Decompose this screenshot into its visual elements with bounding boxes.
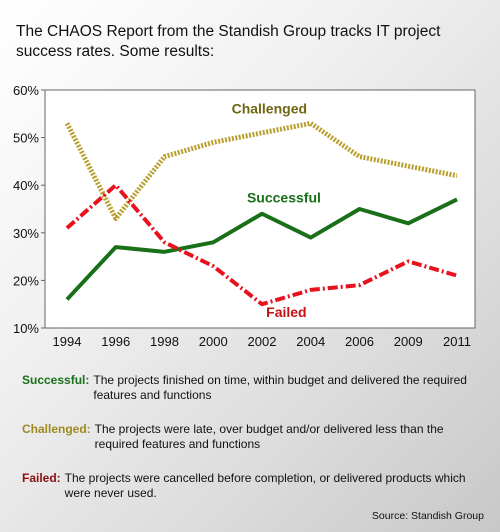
series-failed-line (65, 183, 458, 307)
legend-successful: Successful: The projects finished on tim… (22, 373, 482, 403)
legend-failed: Failed: The projects were cancelled befo… (22, 471, 482, 501)
legend-failed-label: Failed: (22, 471, 61, 485)
legend-challenged: Challenged: The projects were late, over… (22, 422, 482, 452)
series-challenged-label: Challenged (232, 100, 307, 116)
series-failed-label: Failed (266, 304, 306, 320)
x-tick-label: 2002 (248, 334, 277, 349)
chart-area: 10% 20% 30% 40% 50% 60% 1994 1996 1998 2000 2002 20… (0, 80, 500, 360)
source-note: Source: Standish Group (371, 510, 484, 522)
series-successful-line (65, 197, 458, 301)
legend-challenged-text: The projects were late, over budget and/… (94, 422, 444, 451)
line-chart: 10% 20% 30% 40% 50% 60% 1994 1996 1998 2000 2002 20… (13, 83, 476, 349)
x-tick-label: 2000 (199, 334, 228, 349)
y-tick-label: 30% (13, 226, 39, 241)
legend-successful-label: Successful: (22, 373, 90, 387)
x-tick-label: 1996 (101, 334, 130, 349)
y-tick-label: 50% (13, 131, 39, 146)
x-tick-label: 1994 (53, 334, 82, 349)
chart-title: The CHAOS Report from the Standish Group… (16, 23, 441, 60)
y-tick-label: 20% (13, 273, 39, 288)
legend-successful-text: The projects finished on time, within bu… (93, 373, 467, 402)
y-tick-label: 60% (13, 83, 39, 98)
x-tick-label: 1998 (150, 334, 179, 349)
x-tick-label: 2006 (345, 334, 374, 349)
x-tick-label: 2004 (296, 334, 325, 349)
series-successful-label: Successful (247, 189, 321, 205)
x-tick-label: 2009 (394, 334, 423, 349)
legend-challenged-label: Challenged: (22, 422, 91, 436)
plot-area (44, 89, 476, 329)
legend-failed-text: The projects were cancelled before compl… (64, 471, 466, 500)
series-challenged-line (64, 120, 458, 222)
y-tick-label: 40% (13, 178, 39, 193)
y-tick-label: 10% (13, 321, 39, 336)
x-tick-label: 2011 (443, 334, 471, 349)
